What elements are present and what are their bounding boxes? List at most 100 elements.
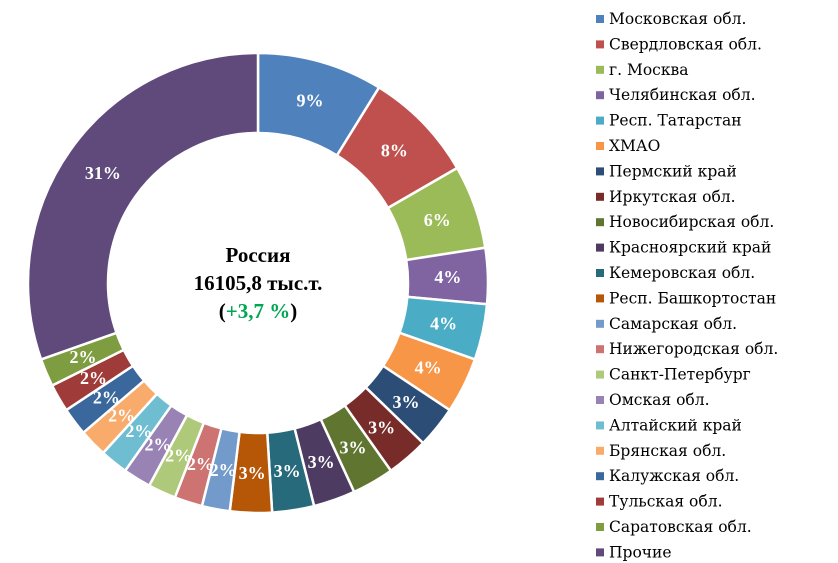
slice-label-20: 2% xyxy=(80,368,107,388)
slice-label-5: 4% xyxy=(430,314,457,334)
center-summary: Россия 16105,8 тыс.т. (+3,7 %) xyxy=(194,243,323,323)
slice-label-11: 3% xyxy=(274,461,301,481)
legend-swatch xyxy=(596,167,604,176)
legend-swatch xyxy=(596,218,604,227)
slice-label-7: 3% xyxy=(393,392,420,412)
slice-label-22: 31% xyxy=(85,163,121,183)
legend-item-1: Московская обл. xyxy=(596,10,746,28)
legend-swatch xyxy=(596,192,604,201)
legend-swatch xyxy=(596,142,604,150)
legend-item-17: Алтайский край xyxy=(596,416,742,434)
legend-item-18: Брянская обл. xyxy=(596,442,726,460)
legend-swatch xyxy=(596,345,604,354)
legend-label: Нижегородская обл. xyxy=(609,340,778,358)
legend-label: Респ. Татарстан xyxy=(609,112,742,130)
legend-swatch xyxy=(596,319,604,328)
legend-label: Новосибирская обл. xyxy=(609,213,774,231)
slice-label-19: 2% xyxy=(93,388,120,408)
legend-item-15: Санкт-Петербург xyxy=(596,366,751,384)
legend-item-10: Красноярский край xyxy=(596,239,771,257)
legend-label: Красноярский край xyxy=(609,239,771,257)
legend-swatch xyxy=(596,497,604,506)
legend-label: Самарская обл. xyxy=(609,315,737,333)
legend-item-13: Самарская обл. xyxy=(596,315,737,333)
legend-label: Респ. Башкортостан xyxy=(609,289,776,307)
center-change-line: (+3,7 %) xyxy=(219,299,297,323)
legend-item-21: Саратовская обл. xyxy=(596,518,752,536)
slice-label-4: 4% xyxy=(434,267,461,287)
legend-swatch xyxy=(596,15,604,23)
slice-label-16: 2% xyxy=(144,435,171,455)
legend-swatch xyxy=(596,91,604,100)
legend-label: Алтайский край xyxy=(609,416,742,434)
legend-swatch xyxy=(596,269,604,277)
legend-label: Пермский край xyxy=(609,162,737,180)
center-total: 16105,8 тыс.т. xyxy=(194,271,323,295)
legend-label: Саратовская обл. xyxy=(609,518,752,536)
slice-label-2: 8% xyxy=(381,141,408,161)
slice-label-12: 3% xyxy=(239,463,266,483)
legend-item-19: Калужская обл. xyxy=(596,467,739,485)
legend-label: Свердловская обл. xyxy=(609,35,762,53)
legend-label: ХМАО xyxy=(609,137,660,155)
legend-label: Кемеровская обл. xyxy=(609,264,755,282)
donut-slices xyxy=(26,51,490,515)
legend-item-14: Нижегородская обл. xyxy=(596,340,778,358)
center-change-value: +3,7 % xyxy=(226,299,290,323)
legend-item-22: Прочие xyxy=(596,543,672,561)
slice-label-1: 9% xyxy=(296,90,323,110)
legend: Московская обл. Свердловская обл. г. Москв… xyxy=(596,10,778,561)
slice-label-10: 3% xyxy=(308,452,335,472)
slice-label-18: 2% xyxy=(108,405,135,425)
slice-label-6: 4% xyxy=(415,358,442,378)
legend-item-7: Пермский край xyxy=(596,162,737,180)
legend-swatch xyxy=(596,116,604,125)
slice-label-8: 3% xyxy=(368,417,395,437)
legend-item-6: ХМАО xyxy=(596,137,660,155)
slice-label-3: 6% xyxy=(424,210,451,230)
legend-swatch xyxy=(596,396,604,404)
legend-swatch xyxy=(596,243,604,252)
legend-swatch xyxy=(596,548,604,557)
legend-label: Иркутская обл. xyxy=(609,188,736,206)
legend-label: Калужская обл. xyxy=(609,467,739,485)
slice-label-14: 2% xyxy=(187,454,214,474)
legend-swatch xyxy=(596,472,604,481)
slice-22 xyxy=(26,51,260,362)
legend-swatch xyxy=(596,40,604,49)
legend-label: г. Москва xyxy=(609,61,689,79)
legend-label: Челябинская обл. xyxy=(609,86,756,104)
legend-label: Омская обл. xyxy=(609,391,710,409)
legend-item-2: Свердловская обл. xyxy=(596,35,762,53)
legend-item-4: Челябинская обл. xyxy=(596,86,756,104)
legend-item-16: Омская обл. xyxy=(596,391,710,409)
legend-item-8: Иркутская обл. xyxy=(596,188,736,206)
slice-label-15: 2% xyxy=(165,446,192,466)
legend-item-11: Кемеровская обл. xyxy=(596,264,755,282)
legend-item-9: Новосибирская обл. xyxy=(596,213,774,231)
legend-label: Санкт-Петербург xyxy=(609,366,751,384)
legend-label: Прочие xyxy=(609,543,672,561)
slice-label-21: 2% xyxy=(70,347,97,367)
legend-swatch xyxy=(596,421,604,430)
legend-item-3: г. Москва xyxy=(596,61,689,79)
legend-swatch xyxy=(596,65,604,74)
center-change-open: ( xyxy=(219,299,226,323)
legend-item-20: Тульская обл. xyxy=(596,493,723,511)
slice-label-17: 2% xyxy=(125,421,152,441)
center-title: Россия xyxy=(226,243,291,267)
legend-item-12: Респ. Башкортостан xyxy=(596,289,776,307)
slice-labels: 9%8%6%4%4%4%3%3%3%3%3%3%2%2%2%2%2%2%2%2%… xyxy=(70,90,462,483)
center-change-close: ) xyxy=(290,299,297,323)
legend-label: Брянская обл. xyxy=(609,442,726,460)
slice-label-13: 2% xyxy=(210,460,237,480)
legend-label: Московская обл. xyxy=(609,10,746,28)
legend-swatch xyxy=(596,446,604,455)
legend-swatch xyxy=(596,523,604,531)
legend-label: Тульская обл. xyxy=(609,493,723,511)
legend-swatch xyxy=(596,294,604,303)
slice-label-9: 3% xyxy=(340,438,367,458)
legend-swatch xyxy=(596,370,604,379)
